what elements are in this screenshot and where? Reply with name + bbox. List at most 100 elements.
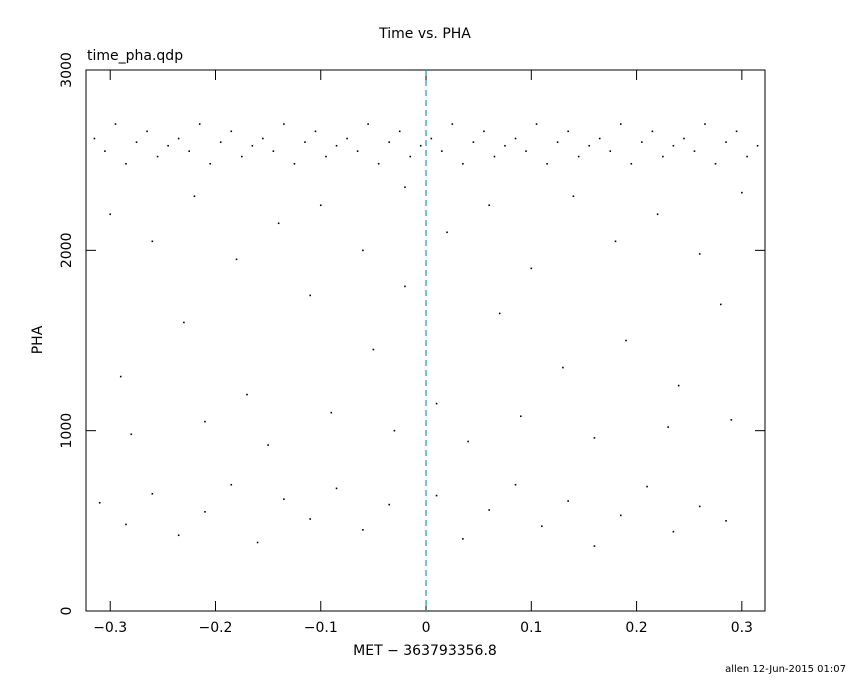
data-point xyxy=(472,141,475,143)
data-point xyxy=(730,419,733,421)
data-point xyxy=(388,503,390,506)
data-point xyxy=(514,483,517,486)
data-point xyxy=(451,123,454,125)
data-point xyxy=(125,162,127,165)
data-point xyxy=(367,123,369,125)
data-point xyxy=(519,415,522,418)
data-point xyxy=(493,155,496,158)
data-point xyxy=(504,144,506,147)
y-tick-label: 2000 xyxy=(59,233,75,269)
data-point xyxy=(335,144,338,147)
data-point xyxy=(114,123,117,125)
data-point xyxy=(335,487,338,490)
data-point xyxy=(656,213,659,216)
data-point xyxy=(683,137,685,140)
data-point xyxy=(672,144,675,147)
data-point xyxy=(251,144,254,147)
data-point xyxy=(693,150,696,152)
data-point xyxy=(625,339,627,342)
data-point xyxy=(388,141,390,143)
data-point xyxy=(151,492,154,495)
data-point xyxy=(698,505,701,508)
data-point xyxy=(725,141,727,143)
data-point xyxy=(441,150,443,152)
data-point xyxy=(283,123,285,125)
chart-title: Time vs. PHA xyxy=(378,26,471,42)
data-point xyxy=(435,402,438,405)
data-point xyxy=(398,130,401,133)
data-point xyxy=(641,141,643,143)
data-point xyxy=(435,494,438,497)
data-point xyxy=(204,511,206,513)
data-point xyxy=(404,285,406,288)
data-point xyxy=(177,137,180,140)
data-point xyxy=(719,303,722,306)
footer: allen 12-Jun-2015 01:07 xyxy=(725,664,846,675)
data-point xyxy=(325,155,327,158)
data-point xyxy=(246,393,248,396)
data-point xyxy=(409,155,412,158)
data-point xyxy=(272,150,275,152)
data-point xyxy=(262,137,264,140)
data-point xyxy=(698,253,701,255)
y-tick-label: 0 xyxy=(59,607,75,616)
data-point xyxy=(198,123,201,125)
x-tick-label: −0.3 xyxy=(93,620,127,636)
data-point xyxy=(319,204,322,207)
data-point xyxy=(677,384,680,387)
data-point xyxy=(572,195,575,198)
data-point xyxy=(135,141,138,143)
x-axis-label: MET − 363793356.8 xyxy=(353,643,497,659)
data-point xyxy=(372,348,375,351)
data-point xyxy=(419,144,422,147)
data-point xyxy=(309,518,312,520)
data-point xyxy=(651,130,654,133)
data-point xyxy=(183,321,185,324)
data-point xyxy=(109,213,112,216)
data-point xyxy=(267,444,269,446)
data-point xyxy=(130,433,133,436)
data-point xyxy=(104,150,106,152)
data-point xyxy=(430,137,433,140)
data-point xyxy=(598,137,601,140)
data-point xyxy=(535,123,538,125)
data-point xyxy=(362,529,364,531)
data-point xyxy=(151,240,154,243)
data-point xyxy=(283,498,285,500)
data-point xyxy=(725,520,727,522)
data-point xyxy=(704,123,706,125)
data-point xyxy=(93,137,96,140)
data-point xyxy=(488,204,490,207)
data-point xyxy=(488,509,490,511)
data-point xyxy=(330,411,333,414)
data-point xyxy=(619,514,622,517)
data-point xyxy=(146,130,148,133)
data-point xyxy=(735,130,738,133)
data-point xyxy=(714,162,717,165)
data-point xyxy=(393,429,396,432)
data-point xyxy=(593,545,596,547)
data-point xyxy=(672,530,675,533)
data-point xyxy=(209,162,212,165)
x-tick-label: 0.3 xyxy=(731,620,753,636)
data-point xyxy=(630,162,633,165)
y-tick-label: 3000 xyxy=(59,52,75,88)
data-point xyxy=(567,130,569,133)
data-point xyxy=(525,150,527,152)
data-point xyxy=(446,231,448,234)
data-point xyxy=(156,155,159,158)
data-point xyxy=(356,150,359,152)
data-point xyxy=(593,437,596,439)
data-point xyxy=(756,144,759,147)
data-point xyxy=(177,534,180,537)
data-point xyxy=(235,258,238,261)
data-point xyxy=(346,137,348,140)
data-point xyxy=(667,426,669,428)
data-point xyxy=(167,144,169,147)
data-point xyxy=(230,483,233,486)
data-point xyxy=(125,523,127,526)
data-point xyxy=(619,123,622,125)
data-point xyxy=(467,440,469,443)
data-point xyxy=(362,249,364,252)
